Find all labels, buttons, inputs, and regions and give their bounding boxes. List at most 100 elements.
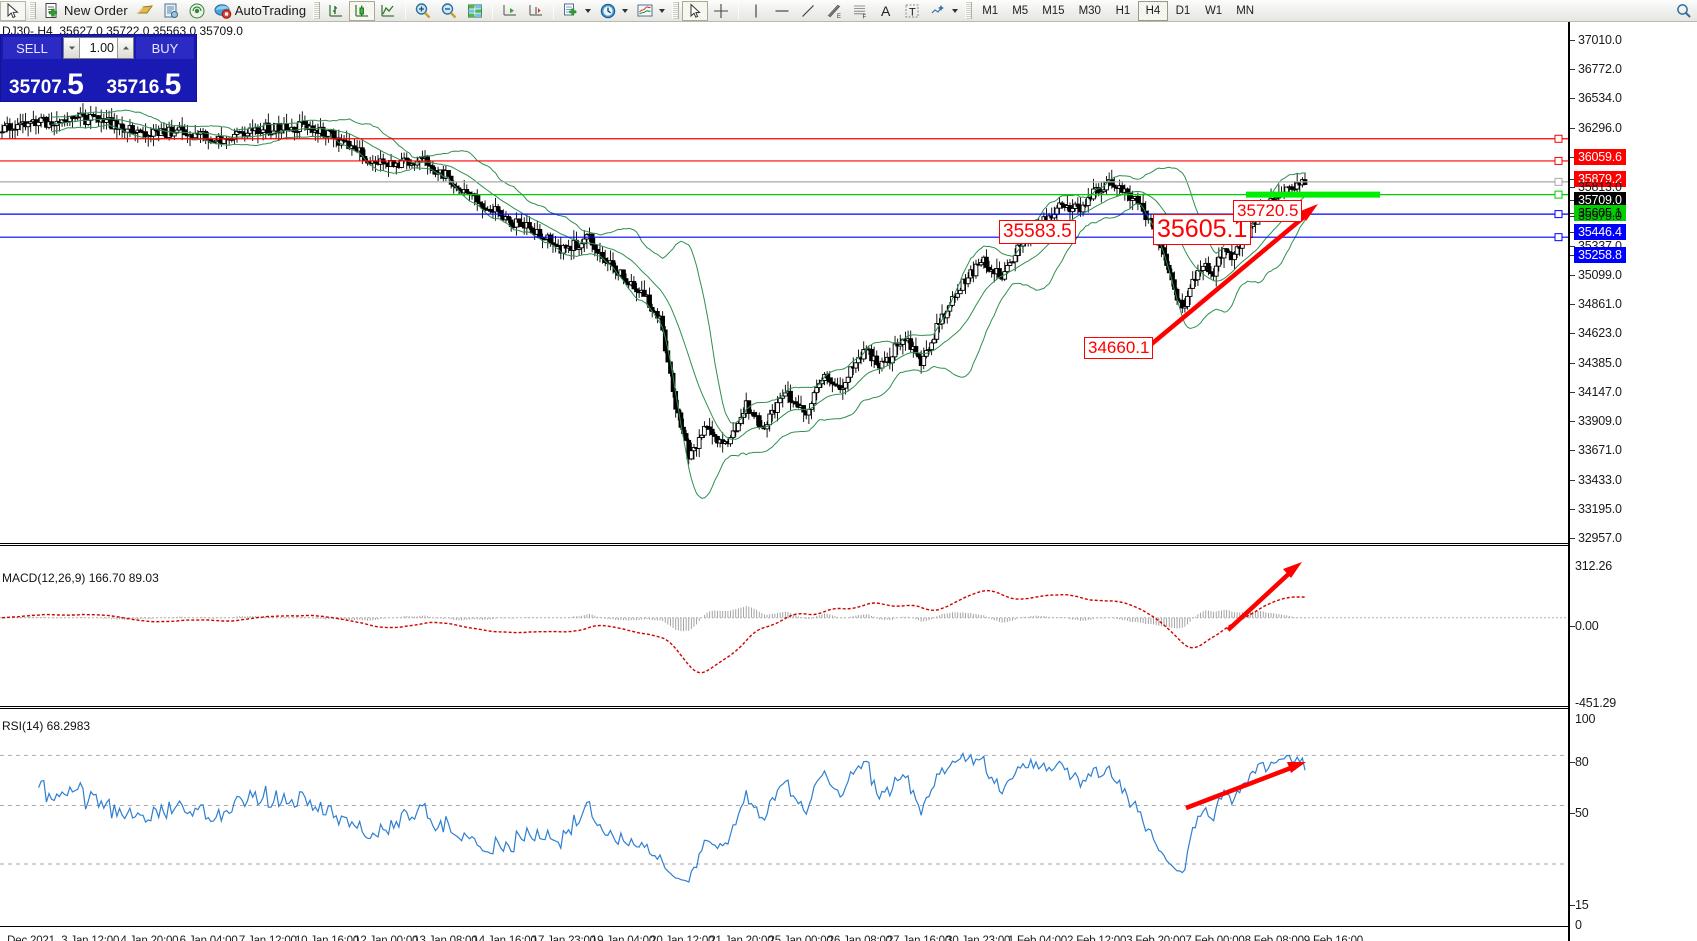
toolbar-grip-4[interactable] (965, 2, 973, 19)
price-level-lines[interactable] (0, 134, 1568, 242)
trendline-icon[interactable] (795, 1, 821, 21)
timeframe-m5[interactable]: M5 (1012, 4, 1029, 17)
objects-icon[interactable] (925, 1, 962, 21)
fibonacci-icon[interactable]: F (847, 1, 873, 21)
timeframe-d1[interactable]: D1 (1175, 4, 1191, 17)
indicators-icon[interactable] (558, 1, 595, 21)
zoom-out-icon[interactable] (436, 1, 462, 21)
chart-shift-icon[interactable] (497, 1, 523, 21)
price-scale-label: 33195.0 (1578, 501, 1622, 516)
zoom-in-icon[interactable] (410, 1, 436, 21)
sell-button[interactable]: SELL (3, 37, 61, 59)
timeframe-mn[interactable]: MN (1236, 4, 1255, 17)
price-scale[interactable]: 37010.0 36772.0 36534.0 36296.0 36059.6 35879… (1568, 22, 1697, 941)
one-click-trading-panel[interactable]: SELL 1.00 BUY 35707 . 5 (0, 34, 197, 102)
expert-advisor-icon[interactable] (132, 1, 158, 21)
price-scale-label: 34385.0 (1578, 355, 1622, 370)
price-tick (1570, 127, 1575, 129)
chevron-down-icon-2[interactable] (622, 8, 629, 13)
price-level-badge[interactable]: 35605.1 (1574, 204, 1626, 221)
price-scale-label: 37010.0 (1578, 33, 1622, 47)
buy-price[interactable]: 35716 . 5 (101, 61, 195, 98)
toolbar-grip-3[interactable] (672, 2, 680, 19)
price-tick (1570, 479, 1575, 481)
price-level-badge[interactable]: 35879.2 (1574, 170, 1626, 187)
vertical-line-icon[interactable] (743, 1, 769, 21)
trend-arrow-macd[interactable] (1226, 562, 1302, 632)
text-icon[interactable]: A (873, 1, 899, 21)
sell-price-integer: 35707 (9, 77, 62, 98)
buy-price-integer: 35716 (106, 77, 160, 98)
auto-scroll-icon[interactable] (523, 1, 549, 21)
toolbar-grip[interactable] (29, 2, 36, 19)
price-level-badge[interactable]: 35258.8 (1574, 247, 1626, 264)
rsi-chart-canvas (0, 751, 1568, 883)
equidistant-channel-icon[interactable]: E (821, 1, 847, 21)
line-chart-icon[interactable] (375, 1, 401, 21)
time-axis[interactable]: Dec 2021 3 Jan 12:00 4 Jan 20:00 6 Jan 04:0… (0, 926, 1568, 941)
price-level-badge[interactable]: 35446.4 (1574, 224, 1626, 241)
price-scale-label: 32957.0 (1578, 531, 1622, 545)
svg-text:E: E (837, 14, 841, 20)
time-axis-label: 14 Jan 16:00 (472, 935, 537, 941)
crosshair-icon[interactable] (708, 1, 734, 21)
cursor-arrow-icon[interactable] (0, 0, 26, 21)
text-label-icon[interactable]: T (899, 1, 925, 21)
rsi-pane[interactable] (0, 710, 1568, 905)
signals-icon[interactable] (184, 1, 210, 21)
svg-text:T: T (909, 6, 916, 18)
volume-input[interactable]: 1.00 (89, 41, 114, 55)
price-level-badge[interactable]: 36059.6 (1574, 148, 1626, 165)
time-axis-label: 12 Jan 00:00 (354, 935, 419, 941)
price-tick (1570, 508, 1575, 510)
toolbar-grip-2[interactable] (313, 2, 321, 19)
time-axis-label: 7 Feb 00:00 (1185, 935, 1245, 941)
timeframe-w1[interactable]: W1 (1204, 4, 1223, 17)
time-axis-label: 1 Feb 04:00 (1007, 935, 1067, 941)
chevron-down-icon[interactable] (585, 8, 592, 13)
horizontal-line-icon[interactable] (769, 1, 795, 21)
timeframe-h1[interactable]: H1 (1115, 4, 1131, 17)
new-order-button[interactable]: New Order (39, 1, 132, 21)
autotrading-button[interactable]: AutoTrading (210, 1, 310, 21)
macd-pane[interactable] (0, 547, 1568, 702)
data-window-icon[interactable] (158, 1, 184, 21)
price-tick (1570, 274, 1575, 276)
toolbar-separator-4 (738, 2, 740, 19)
bar-chart-icon[interactable] (323, 1, 349, 21)
price-level-badge[interactable]: 35709.0 (1574, 191, 1626, 208)
buy-button[interactable]: BUY (136, 37, 194, 59)
timeframe-m1[interactable]: M1 (982, 4, 999, 17)
time-axis-label: 30 Jan 23:00 (946, 935, 1011, 941)
trade-panel-prices: 35707 . 5 35716 . 5 (1, 61, 196, 99)
timeframe-h4[interactable]: H4 (1137, 0, 1168, 21)
svg-text:F: F (863, 14, 867, 20)
rsi-tick (1570, 813, 1575, 814)
time-axis-label: 17 Jan 23:00 (531, 935, 596, 941)
price-tick (1570, 362, 1575, 364)
chart-window[interactable]: DJ30-,H4 35627.0 35722.0 35563.0 35709.0… (0, 22, 1697, 941)
timeframe-m15[interactable]: M15 (1042, 4, 1065, 17)
price-scale-label: 35813.0 (1578, 180, 1622, 195)
candlestick-chart-icon[interactable] (349, 0, 376, 21)
volume-stepper[interactable]: 1.00 (63, 37, 134, 59)
period-clock-icon[interactable] (595, 1, 632, 21)
trend-arrow-rsi[interactable] (1185, 762, 1306, 811)
price-tick (1570, 199, 1575, 201)
price-scale-label: 36534.0 (1578, 91, 1622, 106)
timeframe-m30[interactable]: M30 (1078, 4, 1101, 17)
volume-increase-button[interactable] (117, 38, 133, 58)
grid-icon[interactable] (462, 1, 488, 21)
cursor-tool-icon[interactable] (682, 0, 709, 21)
trend-arrow-price[interactable] (1146, 204, 1318, 349)
chevron-down-icon-3[interactable] (659, 8, 666, 13)
pane-divider-1[interactable] (0, 543, 1568, 546)
price-pane[interactable] (0, 22, 1568, 540)
pane-divider-2[interactable] (0, 706, 1568, 709)
sell-price[interactable]: 35707 . 5 (3, 61, 97, 98)
templates-icon[interactable] (632, 1, 669, 21)
chevron-down-icon-4[interactable] (952, 8, 959, 13)
time-axis-label: 2 Feb 12:00 (1067, 935, 1127, 941)
volume-decrease-button[interactable] (64, 38, 80, 58)
search-icon[interactable] (1671, 1, 1697, 21)
